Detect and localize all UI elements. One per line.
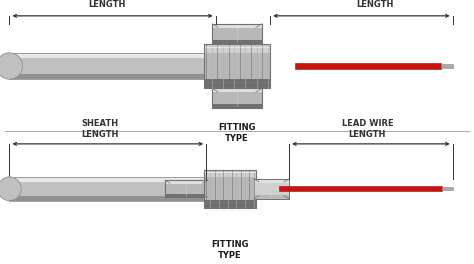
Bar <box>204 44 270 88</box>
Text: LEAD WIRE
LENGTH: LEAD WIRE LENGTH <box>342 119 393 139</box>
Bar <box>212 104 262 108</box>
Text: FITTING
TYPE: FITTING TYPE <box>218 123 256 143</box>
Ellipse shape <box>0 177 21 201</box>
Bar <box>204 79 270 88</box>
Bar <box>204 53 270 79</box>
Bar <box>212 24 262 28</box>
Bar <box>204 200 256 208</box>
Bar <box>9 196 206 201</box>
Bar <box>254 179 289 183</box>
Bar <box>9 58 216 74</box>
Bar <box>279 186 442 191</box>
Bar <box>9 53 216 79</box>
Bar <box>9 182 206 196</box>
Bar <box>9 53 216 58</box>
Bar <box>9 74 216 79</box>
Bar <box>204 177 256 200</box>
Bar <box>165 180 208 197</box>
Bar <box>254 195 289 199</box>
Text: SHEATH
LENGTH: SHEATH LENGTH <box>81 119 118 139</box>
Bar <box>204 170 256 177</box>
Bar <box>212 40 262 44</box>
Bar <box>441 64 453 68</box>
Bar <box>165 194 208 197</box>
Bar <box>212 92 262 104</box>
Bar <box>204 44 270 53</box>
Text: LEAD WIRE
LENGTH: LEAD WIRE LENGTH <box>349 0 400 9</box>
Bar <box>212 88 262 108</box>
Text: SHEATH
LENGTH: SHEATH LENGTH <box>88 0 125 9</box>
Bar <box>295 63 441 69</box>
Bar <box>212 28 262 40</box>
Bar <box>9 177 206 182</box>
Ellipse shape <box>0 53 23 79</box>
Bar <box>254 179 289 199</box>
Bar <box>212 24 262 44</box>
Bar <box>9 177 206 201</box>
Text: FITTING
TYPE: FITTING TYPE <box>211 240 249 260</box>
Bar <box>442 187 453 190</box>
Bar <box>254 183 289 195</box>
Bar <box>212 88 262 92</box>
Bar <box>204 170 256 208</box>
Bar <box>165 180 208 184</box>
Bar <box>165 184 208 194</box>
